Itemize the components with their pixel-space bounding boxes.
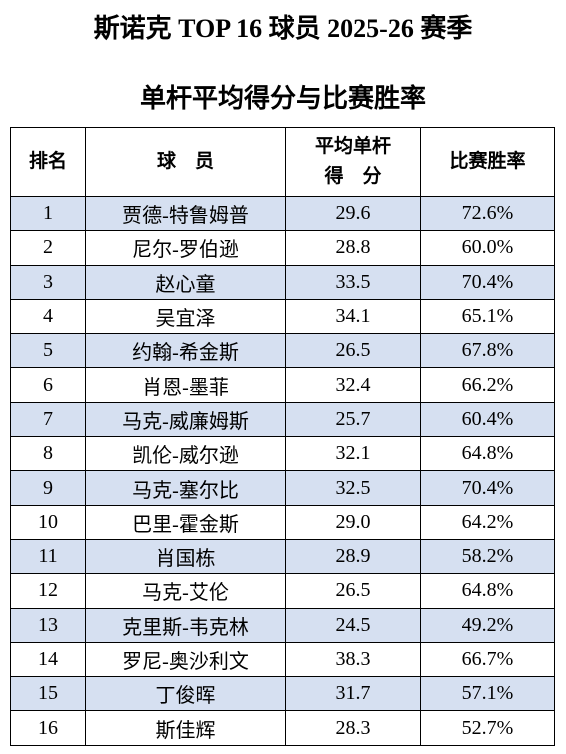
table-cell: 70.4% — [420, 470, 555, 506]
table-cell: 52.7% — [420, 710, 555, 746]
column-header: 比赛胜率 — [420, 127, 555, 197]
table-cell: 57.1% — [420, 676, 555, 712]
header-row: 排名球 员平均单杆得 分比赛胜率 — [10, 127, 555, 197]
table-cell: 凯伦-威尔逊 — [85, 436, 286, 472]
column-header: 排名 — [10, 127, 86, 197]
table-cell: 64.8% — [420, 436, 555, 472]
table-cell: 马克-艾伦 — [85, 573, 286, 609]
table-cell: 斯佳辉 — [85, 710, 286, 746]
table-row: 13 克里斯-韦克林 24.5 49.2% — [10, 607, 555, 643]
table-row: 1 贾德-特鲁姆普 29.6 72.6% — [10, 195, 555, 232]
table-cell: 马克-塞尔比 — [85, 470, 286, 506]
title: 斯诺克 TOP 16 球员 2025-26 赛季 — [93, 14, 473, 43]
table-cell: 尼尔-罗伯逊 — [85, 230, 286, 266]
table-cell: 马克-威廉姆斯 — [85, 401, 286, 438]
table-cell: 14 — [10, 641, 86, 678]
table-row: 9 马克-塞尔比 32.5 70.4% — [10, 470, 555, 506]
table-cell: 26.5 — [285, 333, 421, 369]
column-header: 球 员 — [85, 127, 286, 197]
table-cell: 5 — [10, 333, 86, 369]
table-cell: 罗尼-奥沙利文 — [85, 641, 286, 678]
table-cell: 38.3 — [285, 641, 421, 678]
table-cell: 29.6 — [285, 195, 421, 232]
table-cell: 64.2% — [420, 504, 555, 540]
table-cell: 6 — [10, 367, 86, 403]
table-cell: 34.1 — [285, 298, 421, 335]
table-cell: 64.8% — [420, 573, 555, 609]
table-cell: 65.1% — [420, 298, 555, 335]
table-cell: 49.2% — [420, 607, 555, 643]
subtitle: 单杆平均得分与比赛胜率 — [139, 84, 426, 113]
table-cell: 2 — [10, 230, 86, 266]
table-row: 3 赵心童 33.5 70.4% — [10, 264, 555, 300]
table-cell: 33.5 — [285, 264, 421, 300]
table-cell: 1 — [10, 195, 86, 232]
table-cell: 28.9 — [285, 538, 421, 575]
stats-table: 排名球 员平均单杆得 分比赛胜率 1 贾德-特鲁姆普 29.6 72.6% 2 尼尔-罗伯… — [10, 127, 555, 746]
table-cell: 肖国栋 — [85, 538, 286, 575]
column-header: 平均单杆得 分 — [285, 127, 421, 197]
header-line: 平均单杆 — [314, 136, 391, 157]
table-row: 5 约翰-希金斯 26.5 67.8% — [10, 333, 555, 369]
table-row: 7 马克-威廉姆斯 25.7 60.4% — [10, 401, 555, 438]
table-cell: 66.7% — [420, 641, 555, 678]
table-row: 15 丁俊晖 31.7 57.1% — [10, 676, 555, 712]
table-row: 12 马克-艾伦 26.5 64.8% — [10, 573, 555, 609]
table-cell: 7 — [10, 401, 86, 438]
table-cell: 60.4% — [420, 401, 555, 438]
table-row: 2 尼尔-罗伯逊 28.8 60.0% — [10, 230, 555, 266]
table-row: 11 肖国栋 28.9 58.2% — [10, 538, 555, 575]
table-cell: 10 — [10, 504, 86, 540]
table-cell: 26.5 — [285, 573, 421, 609]
table-cell: 4 — [10, 298, 86, 335]
table-cell: 肖恩-墨菲 — [85, 367, 286, 403]
table-cell: 13 — [10, 607, 86, 643]
table-cell: 66.2% — [420, 367, 555, 403]
table-cell: 约翰-希金斯 — [85, 333, 286, 369]
header-line: 得 分 — [324, 166, 382, 187]
table-cell: 16 — [10, 710, 86, 746]
table-cell: 24.5 — [285, 607, 421, 643]
table-cell: 11 — [10, 538, 86, 575]
table-row: 8 凯伦-威尔逊 32.1 64.8% — [10, 436, 555, 472]
table-cell: 克里斯-韦克林 — [85, 607, 286, 643]
table-cell: 贾德-特鲁姆普 — [85, 195, 286, 232]
table-cell: 吴宜泽 — [85, 298, 286, 335]
table-cell: 58.2% — [420, 538, 555, 575]
table-cell: 25.7 — [285, 401, 421, 438]
table-row: 16 斯佳辉 28.3 52.7% — [10, 710, 555, 746]
table-row: 6 肖恩-墨菲 32.4 66.2% — [10, 367, 555, 403]
table-cell: 29.0 — [285, 504, 421, 540]
table-cell: 赵心童 — [85, 264, 286, 300]
table-cell: 28.3 — [285, 710, 421, 746]
table-row: 4 吴宜泽 34.1 65.1% — [10, 298, 555, 335]
table-cell: 15 — [10, 676, 86, 712]
table-cell: 28.8 — [285, 230, 421, 266]
table-cell: 9 — [10, 470, 86, 506]
table-cell: 72.6% — [420, 195, 555, 232]
table-cell: 60.0% — [420, 230, 555, 266]
table-cell: 70.4% — [420, 264, 555, 300]
table-cell: 3 — [10, 264, 86, 300]
table-cell: 12 — [10, 573, 86, 609]
table-row: 14 罗尼-奥沙利文 38.3 66.7% — [10, 641, 555, 678]
table-cell: 32.5 — [285, 470, 421, 506]
table-row: 10 巴里-霍金斯 29.0 64.2% — [10, 504, 555, 540]
table-cell: 8 — [10, 436, 86, 472]
table-cell: 丁俊晖 — [85, 676, 286, 712]
table-cell: 31.7 — [285, 676, 421, 712]
table-cell: 32.4 — [285, 367, 421, 403]
table-body: 1 贾德-特鲁姆普 29.6 72.6% 2 尼尔-罗伯逊 28.8 60.0% 3 赵心童 33.… — [10, 195, 555, 746]
table-cell: 67.8% — [420, 333, 555, 369]
table-cell: 巴里-霍金斯 — [85, 504, 286, 540]
table-cell: 32.1 — [285, 436, 421, 472]
